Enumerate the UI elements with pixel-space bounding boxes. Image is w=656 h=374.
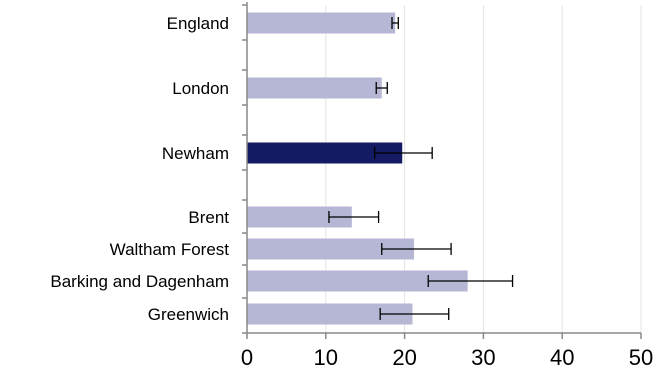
error-bar-barking-and-dagenham: [427, 275, 514, 287]
bar-london: [247, 77, 382, 99]
bar-england: [247, 12, 396, 34]
category-labels: England London Newham Brent Waltham Forest Ba…: [50, 14, 229, 324]
error-bar-newham: [374, 147, 433, 159]
category-label-greenwich: Greenwich: [148, 305, 229, 324]
axes: [242, 2, 642, 339]
x-tick-label-5: 50: [629, 345, 653, 370]
x-tick-label-2: 20: [392, 345, 416, 370]
error-bar-greenwich: [379, 308, 450, 320]
error-bar-london: [375, 82, 388, 94]
error-bars: [328, 17, 514, 320]
x-tick-label-4: 40: [550, 345, 574, 370]
x-tick-label-1: 10: [314, 345, 338, 370]
category-label-brent: Brent: [188, 208, 229, 227]
bar-waltham-forest: [247, 238, 415, 260]
x-tick-label-0: 0: [241, 345, 253, 370]
bar-barking-and-dagenham: [247, 270, 468, 292]
category-label-barking-and-dagenham: Barking and Dagenham: [50, 272, 229, 291]
error-bar-brent: [328, 211, 380, 223]
bar-greenwich: [247, 303, 413, 325]
category-label-london: London: [172, 79, 229, 98]
category-label-newham: Newham: [162, 144, 229, 163]
bar-brent: [247, 206, 352, 228]
bars: [247, 12, 468, 325]
category-label-waltham-forest: Waltham Forest: [110, 240, 230, 259]
error-bar-waltham-forest: [381, 243, 452, 255]
bar-newham: [247, 142, 403, 164]
x-tick-labels: 0 10 20 30 40 50: [241, 345, 653, 370]
error-bar-england: [391, 17, 399, 29]
category-label-england: England: [167, 14, 229, 33]
x-tick-label-3: 30: [471, 345, 495, 370]
